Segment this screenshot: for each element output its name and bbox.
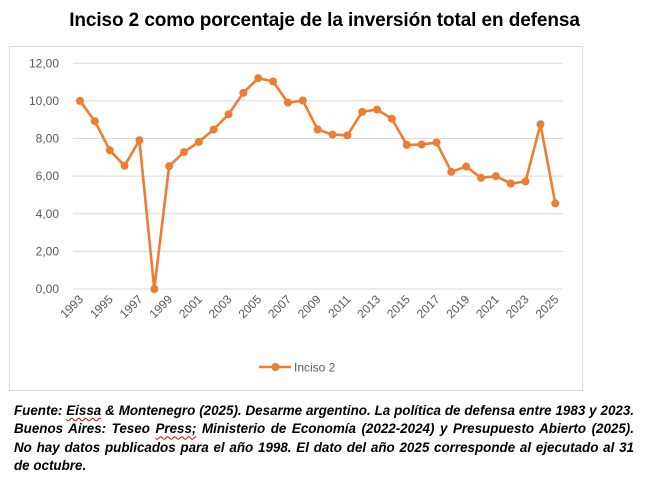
data-point-2009 (313, 125, 322, 134)
y-axis-ticks: 0,00 2,00 4,00 6,00 8,00 10,00 12,00 (29, 56, 59, 296)
x-tick-label: 2013 (354, 292, 383, 321)
data-point-2010 (328, 130, 337, 139)
y-tick-label: 0,00 (36, 282, 60, 296)
chart-frame (9, 46, 583, 391)
caption-text: & Montenegro (2025). Desarme argentino. … (14, 403, 635, 437)
data-point-2013 (373, 105, 382, 114)
x-tick-label: 2025 (533, 292, 562, 321)
data-point-2004 (239, 88, 248, 97)
data-point-2014 (387, 114, 396, 123)
caption-text: Fuente: (14, 403, 67, 418)
data-point-2007 (283, 98, 292, 107)
x-tick-label: 1997 (117, 292, 146, 321)
y-tick-label: 12,00 (29, 56, 59, 70)
data-point-2008 (298, 96, 307, 105)
data-point-2019 (462, 162, 471, 171)
data-point-2017 (432, 138, 441, 147)
legend-label: Inciso 2 (294, 361, 336, 375)
legend-marker-icon (271, 363, 280, 371)
series-line (78, 76, 557, 291)
x-tick-label: 2005 (236, 292, 265, 321)
x-tick-label: 2003 (206, 292, 235, 321)
data-point-1994 (90, 117, 99, 126)
y-tick-label: 10,00 (29, 94, 59, 108)
data-point-2000 (179, 148, 188, 157)
x-tick-label: 2001 (176, 292, 205, 321)
x-tick-label: 2015 (384, 292, 413, 321)
source-caption: Fuente: Eissa & Montenegro (2025). Desar… (14, 402, 634, 475)
y-tick-label: 2,00 (36, 244, 60, 258)
caption-text-spellcheck: Press; (155, 421, 197, 437)
caption-text-spellcheck: Eissa (66, 403, 102, 418)
data-point-1993 (76, 96, 84, 105)
data-point-2005 (254, 74, 263, 83)
x-axis-ticks: 1993 1995 1997 1999 2001 2003 2005 2007 2009 2011… (57, 292, 561, 321)
x-tick-label: 2021 (473, 292, 502, 321)
data-point-1999 (165, 162, 174, 171)
data-point-2012 (358, 107, 367, 116)
x-tick-label: 2009 (295, 292, 324, 321)
data-point-2015 (402, 140, 411, 149)
data-point-2023 (521, 177, 530, 186)
data-point-1997 (135, 136, 144, 145)
legend: Inciso 2 (259, 361, 336, 375)
x-tick-label: 2007 (265, 292, 294, 321)
data-point-1998 (150, 285, 159, 293)
series-inciso-2 (76, 74, 560, 293)
x-tick-label: 1999 (146, 292, 175, 321)
data-point-2022 (506, 179, 515, 188)
y-tick-label: 8,00 (36, 132, 60, 146)
data-point-2018 (447, 167, 456, 176)
data-point-2002 (209, 125, 218, 134)
x-tick-label: 2011 (325, 292, 353, 320)
data-point-2003 (224, 110, 233, 119)
data-point-2021 (491, 172, 500, 181)
y-tick-label: 6,00 (36, 169, 60, 183)
data-point-1995 (105, 146, 114, 155)
data-point-2016 (417, 140, 426, 149)
caption-text: Ministerio de Economía (2022-2024) y Pre… (14, 421, 634, 473)
x-tick-label: 1995 (87, 292, 116, 321)
chart-title: Inciso 2 como porcentaje de la inversión… (69, 10, 580, 31)
x-tick-label: 2017 (414, 292, 443, 321)
data-point-2006 (269, 77, 278, 86)
x-tick-label: 1993 (57, 292, 86, 321)
data-point-2024 (536, 120, 545, 129)
data-point-2020 (477, 173, 486, 182)
x-tick-label: 2023 (503, 292, 532, 321)
data-point-2025 (551, 199, 560, 208)
data-point-2001 (194, 137, 203, 146)
data-point-2011 (343, 131, 352, 140)
x-tick-label: 2019 (444, 292, 473, 321)
data-point-1996 (120, 161, 129, 170)
y-tick-label: 4,00 (36, 207, 60, 221)
